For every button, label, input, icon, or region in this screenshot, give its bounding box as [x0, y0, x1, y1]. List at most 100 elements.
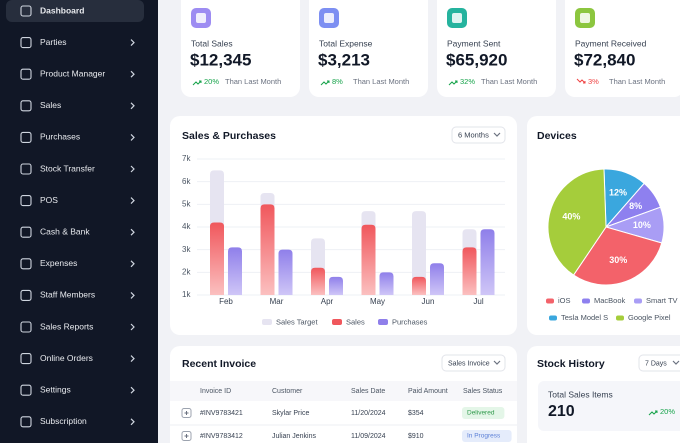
section-title: Recent Invoice	[182, 358, 256, 370]
pie-slice	[547, 168, 607, 276]
sidebar-label: POS	[40, 195, 58, 205]
legend-label: Google Pixel	[628, 313, 671, 322]
sidebar-icon	[20, 226, 32, 238]
sidebar-item[interactable]: Purchases	[20, 131, 135, 143]
bar	[361, 224, 376, 295]
table-cell: #INV9783421	[200, 410, 243, 417]
y-tick-label: 7k	[182, 154, 191, 163]
sidebar-label: Sales	[40, 100, 61, 110]
stat-note: Than Last Month	[353, 77, 409, 86]
sidebar-icon	[20, 100, 32, 112]
trend-arrow	[648, 410, 658, 416]
stat-change: 20%	[204, 77, 219, 86]
chevron	[130, 165, 135, 173]
sidebar-label: Online Orders	[40, 353, 93, 363]
bar	[412, 276, 426, 295]
sidebar-item[interactable]: Subscription	[20, 416, 135, 428]
x-tick-label: Apr	[321, 297, 334, 306]
sidebar-label: Purchases	[40, 132, 80, 142]
active-item-bg	[6, 0, 144, 22]
status-badge	[462, 407, 505, 419]
y-tick-label: 2k	[182, 267, 191, 276]
legend-swatch	[262, 319, 272, 325]
sidebar-icon	[20, 163, 32, 175]
legend-swatch	[634, 298, 642, 304]
sidebar-item[interactable]: POS	[20, 195, 135, 207]
sidebar-icon	[20, 384, 32, 396]
sidebar-item[interactable]: Sales Reports	[20, 321, 135, 333]
sidebar-item[interactable]: Product Manager	[20, 68, 135, 80]
legend-label: Sales Target	[276, 317, 318, 326]
bar	[311, 267, 325, 295]
y-tick-label: 4k	[182, 222, 191, 231]
sidebar-item[interactable]: Staff Members	[20, 290, 135, 301]
x-tick-label: May	[370, 297, 385, 306]
sidebar-item[interactable]: Dashboard	[20, 5, 84, 17]
stat-change: 8%	[332, 77, 343, 86]
sidebar-item[interactable]: Parties	[20, 37, 135, 49]
chevron	[493, 132, 501, 137]
sidebar-item[interactable]: Cash & Bank	[20, 226, 135, 238]
chevron	[130, 260, 135, 268]
sidebar-label: Expenses	[40, 258, 77, 268]
stock-box	[538, 381, 680, 431]
bar	[329, 276, 343, 295]
legend-label: Tesla Model S	[561, 313, 608, 322]
chevron	[130, 323, 135, 331]
legend-label: iOS	[558, 296, 571, 305]
stat-value: $65,920	[446, 50, 507, 69]
slice-label: 12%	[609, 187, 627, 197]
table-cell: 11/09/2024	[351, 433, 386, 440]
filter-dropdown[interactable]	[451, 126, 506, 144]
table-cell: $354	[408, 410, 424, 417]
x-tick-label: Mar	[270, 297, 284, 306]
chevron	[130, 386, 135, 394]
legend-label: MacBook	[594, 296, 626, 305]
column-header: Sales Status	[463, 388, 503, 395]
sidebar-item[interactable]: Settings	[20, 384, 135, 396]
filter-dropdown[interactable]	[638, 354, 680, 372]
chevron	[130, 291, 135, 299]
x-tick-label: Jun	[422, 297, 435, 306]
stat-note: Than Last Month	[225, 77, 281, 86]
sidebar-item[interactable]: Sales	[20, 100, 135, 112]
bar	[210, 222, 224, 295]
chart-title: Sales & Purchases	[182, 130, 276, 142]
stat-value: $12,345	[190, 50, 251, 69]
sidebar-item[interactable]: Online Orders	[20, 353, 135, 365]
status-text: In Progress	[467, 433, 501, 440]
sidebar-label: Cash & Bank	[40, 226, 90, 236]
chevron	[130, 197, 135, 205]
sidebar-icon	[20, 131, 32, 143]
legend-swatch	[549, 315, 557, 321]
chevron	[130, 228, 135, 236]
stat-change: 32%	[460, 77, 475, 86]
stock-value: 210	[548, 403, 575, 420]
sidebar-icon	[20, 37, 32, 49]
bar	[228, 247, 242, 295]
sidebar-item[interactable]: Expenses	[20, 258, 135, 270]
sidebar-icon	[20, 5, 32, 17]
sidebar-item[interactable]: Stock Transfer	[20, 163, 135, 175]
sidebar-icon	[20, 353, 32, 365]
stat-icon-glyph	[580, 13, 590, 23]
trend-arrow	[192, 80, 202, 86]
table-cell: $910	[408, 433, 424, 440]
stat-label: Payment Sent	[447, 38, 501, 48]
legend-label: Smart TV	[646, 296, 678, 305]
table-cell: Julian Jenkins	[272, 433, 316, 440]
sidebar-icon	[20, 195, 32, 207]
y-tick-label: 6k	[182, 177, 191, 186]
sidebar-icon	[20, 416, 32, 428]
stat-note: Than Last Month	[481, 77, 537, 86]
filter-dropdown[interactable]	[441, 354, 506, 372]
stat-icon-glyph	[324, 13, 334, 23]
stat-icon-glyph	[196, 13, 206, 23]
status-text: Delivered	[467, 410, 495, 417]
expand-plus	[184, 411, 189, 415]
chevron	[130, 133, 135, 141]
chevron	[672, 360, 680, 365]
bar	[260, 204, 275, 295]
